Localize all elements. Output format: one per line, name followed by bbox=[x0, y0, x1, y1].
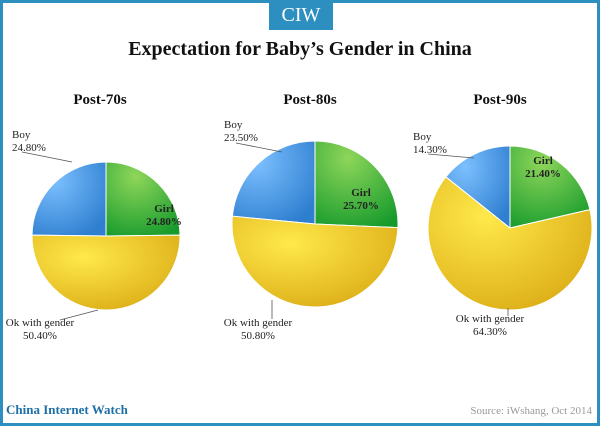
pie-slice-ok-2 bbox=[231, 215, 399, 308]
slice-label-girl-2: Girl bbox=[351, 187, 371, 199]
footer-brand: China Internet Watch bbox=[6, 402, 128, 417]
pie-slice-girl-1 bbox=[105, 161, 181, 237]
pie-title-2: Post-80s bbox=[283, 92, 336, 108]
slice-value-girl-1: 24.80% bbox=[146, 216, 182, 228]
slice-value-ok-2: 50.80% bbox=[241, 330, 275, 342]
pie-slice-boy-3 bbox=[445, 145, 511, 230]
pie-slice-boy-2 bbox=[231, 140, 316, 225]
ciw-logo: CIW bbox=[269, 0, 333, 30]
leader-line-boy-2 bbox=[235, 142, 283, 153]
chart-title: Expectation for Baby’s Gender in China bbox=[128, 38, 472, 60]
slice-value-girl-2: 25.70% bbox=[343, 200, 379, 212]
source-note: Source: iWshang, Oct 2014 bbox=[470, 405, 592, 417]
slice-value-ok-1: 50.40% bbox=[23, 330, 57, 342]
slice-label-ok-2: Ok with gender bbox=[224, 317, 293, 329]
slice-value-boy-2: 23.50% bbox=[224, 132, 258, 144]
leader-line-boy-3 bbox=[427, 153, 475, 159]
pie-slice-ok-3 bbox=[427, 176, 593, 311]
pie-slice-ok-1 bbox=[31, 234, 181, 311]
slice-label-boy-3: Boy bbox=[413, 131, 432, 143]
slice-label-girl-1: Girl bbox=[154, 203, 174, 215]
slice-value-ok-3: 64.30% bbox=[473, 326, 507, 338]
slice-label-ok-1: Ok with gender bbox=[6, 317, 75, 329]
slice-label-boy-1: Boy bbox=[12, 129, 31, 141]
pie-title-3: Post-90s bbox=[473, 92, 526, 108]
slice-label-girl-3: Girl bbox=[533, 155, 553, 167]
slice-value-girl-3: 21.40% bbox=[525, 168, 561, 180]
slice-label-ok-3: Ok with gender bbox=[456, 313, 525, 325]
pie-title-1: Post-70s bbox=[73, 92, 126, 108]
slice-value-boy-1: 24.80% bbox=[12, 142, 46, 154]
pie-slice-girl-2 bbox=[314, 140, 399, 229]
pie-slice-boy-1 bbox=[31, 161, 107, 237]
slice-value-boy-3: 14.30% bbox=[413, 144, 447, 156]
leader-line-boy-1 bbox=[21, 151, 73, 163]
slice-label-boy-2: Boy bbox=[224, 119, 243, 131]
pie-slice-girl-3 bbox=[509, 145, 591, 229]
leader-line-ok-1 bbox=[59, 309, 99, 321]
